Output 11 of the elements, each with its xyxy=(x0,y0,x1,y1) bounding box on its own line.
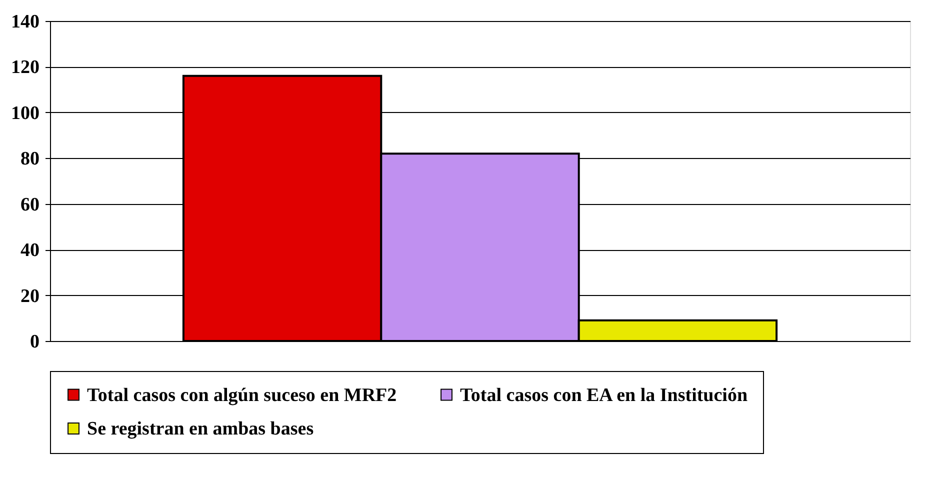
y-tick-label: 60 xyxy=(20,194,40,216)
y-tick-label: 40 xyxy=(20,240,40,262)
y-tick-label: 120 xyxy=(11,57,40,78)
y-tick-label: 0 xyxy=(30,332,40,352)
y-tick-label: 20 xyxy=(20,286,40,307)
legend-label: Total casos con algún suceso en MRF2 xyxy=(87,384,397,406)
y-tick-label: 140 xyxy=(11,12,40,32)
y-tick-label: 100 xyxy=(11,102,40,124)
legend-label: Se registran en ambas bases xyxy=(87,418,314,440)
legend-label: Total casos con EA en la Institución xyxy=(460,384,748,406)
y-tick-label: 80 xyxy=(20,148,40,170)
